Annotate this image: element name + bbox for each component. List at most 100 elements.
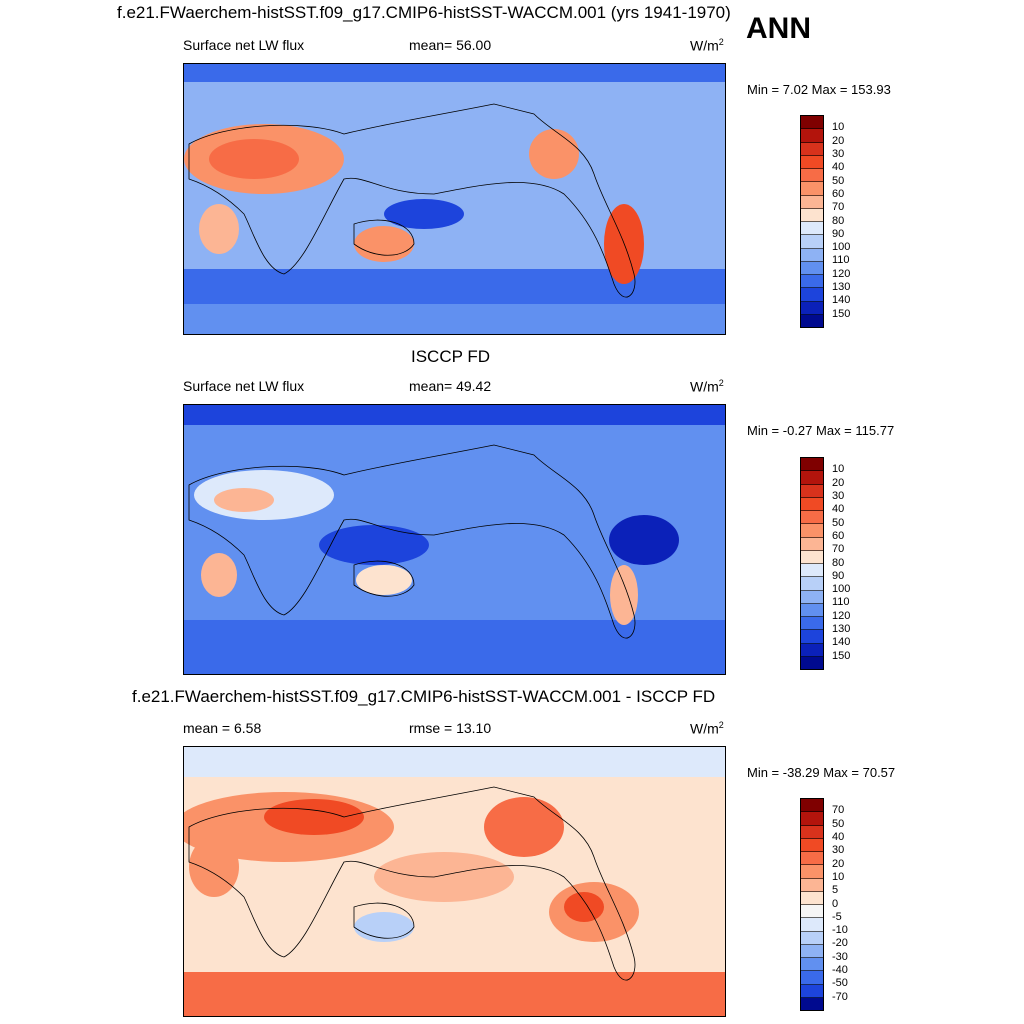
- panel-2-map: [183, 404, 726, 675]
- colorbar-swatch: [801, 195, 823, 209]
- colorbar-swatch: [801, 550, 823, 564]
- colorbar-tick-label: 40: [832, 830, 845, 843]
- colorbar-swatch: [801, 577, 823, 591]
- colorbar-tick-label: 30: [832, 844, 845, 857]
- colorbar-tick-label: 20: [832, 857, 845, 870]
- panel-3-colorbar: 70 50 40 30 20 10 5 0 -5 -10 -20 -30 -40 -50 -70: [800, 798, 848, 1011]
- panel-2-colorbar-swatches: [800, 457, 824, 670]
- colorbar-swatch: [801, 656, 823, 669]
- colorbar-swatch: [801, 643, 823, 657]
- colorbar-tick-label: 80: [832, 556, 845, 569]
- colorbar-swatch: [801, 838, 823, 852]
- colorbar-swatch: [801, 155, 823, 169]
- colorbar-swatch: [801, 812, 823, 826]
- colorbar-swatch: [801, 208, 823, 222]
- colorbar-swatch: [801, 590, 823, 604]
- panel-1-title: f.e21.FWaerchem-histSST.f09_g17.CMIP6-hi…: [117, 3, 731, 22]
- panel-1-units: W/m2: [690, 37, 724, 54]
- colorbar-swatch: [801, 511, 823, 525]
- colorbar-tick-label: 150: [832, 649, 851, 662]
- colorbar-tick-label: 110: [832, 596, 850, 609]
- colorbar-tick-label: 130: [832, 623, 851, 636]
- colorbar-tick-label: 110: [832, 254, 850, 267]
- panel-2-left-label: Surface net LW flux: [183, 378, 305, 394]
- colorbar-tick-label: 80: [832, 214, 845, 227]
- colorbar-tick-label: 50: [832, 817, 845, 830]
- colorbar-swatch: [801, 984, 823, 998]
- panel-3-rmse-label: rmse = 13.10: [409, 720, 492, 736]
- colorbar-swatch: [801, 288, 823, 302]
- panel-3-map-svg: [184, 747, 725, 1016]
- panel-1-colorbar-swatches: [800, 115, 824, 328]
- colorbar-tick-label: 90: [832, 569, 845, 582]
- colorbar-swatch: [801, 617, 823, 631]
- colorbar-swatch: [801, 918, 823, 932]
- panel-1-left-label: Surface net LW flux: [183, 37, 305, 53]
- colorbar-tick-label: 10: [832, 870, 845, 883]
- colorbar-tick-label: 70: [832, 543, 845, 556]
- season-label: ANN: [746, 12, 811, 45]
- colorbar-tick-label: -50: [832, 977, 848, 990]
- colorbar-tick-label: 150: [832, 307, 851, 320]
- colorbar-swatch: [801, 182, 823, 196]
- colorbar-tick-label: 140: [832, 636, 851, 649]
- colorbar-swatch: [801, 314, 823, 327]
- colorbar-swatch: [801, 497, 823, 511]
- colorbar-tick-label: 130: [832, 281, 851, 294]
- colorbar-tick-label: 20: [832, 134, 845, 147]
- colorbar-swatch: [801, 958, 823, 972]
- colorbar-swatch: [801, 931, 823, 945]
- panel-3-units: W/m2: [690, 720, 724, 737]
- colorbar-swatch: [801, 944, 823, 958]
- colorbar-tick-label: -30: [832, 950, 848, 963]
- panel-1-map: [183, 63, 726, 335]
- colorbar-tick-label: 0: [832, 897, 839, 910]
- colorbar-swatch: [801, 275, 823, 289]
- colorbar-swatch: [801, 878, 823, 892]
- colorbar-tick-label: 120: [832, 609, 851, 622]
- colorbar-tick-label: 60: [832, 187, 845, 200]
- colorbar-swatch: [801, 865, 823, 879]
- panel-1-colorbar: 10 20 30 40 50 60 70 80 90 100 110 120 130 140 150: [800, 115, 850, 328]
- panel-2-map-svg: [184, 405, 725, 674]
- colorbar-swatch: [801, 997, 823, 1010]
- colorbar-swatch: [801, 524, 823, 538]
- colorbar-swatch: [801, 564, 823, 578]
- colorbar-swatch: [801, 235, 823, 249]
- colorbar-swatch: [801, 471, 823, 485]
- colorbar-tick-label: -20: [832, 937, 848, 950]
- colorbar-swatch: [801, 301, 823, 315]
- colorbar-tick-label: 70: [832, 804, 845, 817]
- colorbar-tick-label: 50: [832, 516, 845, 529]
- colorbar-tick-label: 120: [832, 267, 851, 280]
- colorbar-tick-label: -70: [832, 990, 848, 1003]
- colorbar-tick-label: 100: [832, 583, 851, 596]
- colorbar-swatch: [801, 142, 823, 156]
- panel-2-mean-label: mean= 49.42: [409, 378, 492, 394]
- colorbar-tick-label: 100: [832, 241, 851, 254]
- panel-2-units: W/m2: [690, 378, 724, 395]
- panel-1-minmax: Min = 7.02 Max = 153.93: [747, 82, 891, 97]
- panel-3-mean-label: mean = 6.58: [183, 720, 262, 736]
- colorbar-tick-label: 5: [832, 884, 839, 897]
- colorbar-tick-label: -40: [832, 964, 848, 977]
- colorbar-tick-label: 40: [832, 503, 845, 516]
- panel-1-mean-label: mean= 56.00: [409, 37, 492, 53]
- colorbar-swatch: [801, 116, 823, 130]
- colorbar-tick-label: 40: [832, 161, 845, 174]
- panel-1-map-svg: [184, 64, 725, 334]
- colorbar-tick-label: 70: [832, 201, 845, 214]
- colorbar-swatch: [801, 261, 823, 275]
- colorbar-swatch: [801, 222, 823, 236]
- colorbar-swatch: [801, 169, 823, 183]
- colorbar-tick-label: 50: [832, 174, 845, 187]
- panel-3-minmax: Min = -38.29 Max = 70.57: [747, 765, 896, 780]
- colorbar-tick-label: -5: [832, 910, 842, 923]
- panel-3-title: f.e21.FWaerchem-histSST.f09_g17.CMIP6-hi…: [132, 687, 716, 706]
- colorbar-swatch: [801, 537, 823, 551]
- colorbar-swatch: [801, 630, 823, 644]
- colorbar-tick-label: 10: [832, 121, 845, 134]
- colorbar-swatch: [801, 905, 823, 919]
- colorbar-swatch: [801, 603, 823, 617]
- colorbar-tick-label: 90: [832, 227, 845, 240]
